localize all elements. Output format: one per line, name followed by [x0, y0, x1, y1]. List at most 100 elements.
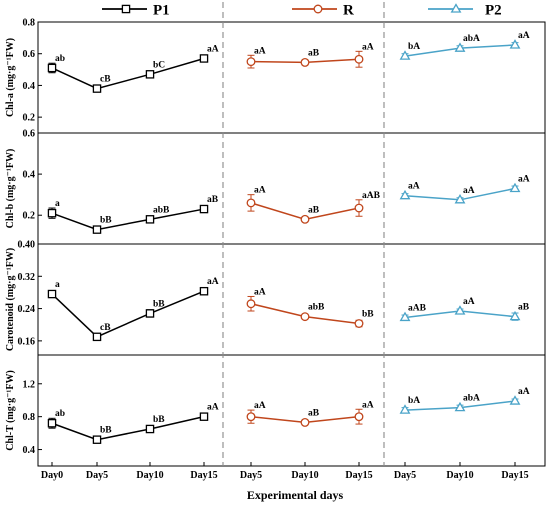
legend-marker-p2 — [450, 3, 462, 13]
data-label: aA — [463, 297, 475, 307]
y-tick-label: 0.4 — [23, 81, 36, 92]
y-tick-label: 0.16 — [18, 336, 36, 347]
y-tick-label: 0.4 — [23, 445, 36, 456]
data-point — [199, 286, 209, 296]
data-label: aA — [207, 44, 219, 54]
y-axis-title: Chl-a (mg·g⁻¹FW) — [5, 38, 16, 117]
y-axis-title: Chl-T (mg·g⁻¹FW) — [5, 370, 16, 451]
group-separators — [222, 2, 385, 466]
data-point — [300, 214, 310, 224]
data-label: bB — [153, 299, 165, 309]
data-label: bA — [408, 42, 420, 52]
y-tick-label: 0.24 — [18, 304, 36, 315]
x-tick-label: Day5 — [240, 470, 262, 481]
data-label: aA — [362, 42, 374, 52]
x-tick-label: Day5 — [394, 470, 416, 481]
data-label: cB — [100, 75, 111, 85]
data-point — [399, 50, 411, 60]
y-tick-label: 1.2 — [23, 379, 36, 390]
data-point — [246, 412, 256, 422]
y-tick-label: 0.2 — [23, 113, 36, 124]
legend-marker-r — [313, 4, 323, 14]
data-point — [199, 204, 209, 214]
data-point — [454, 401, 466, 412]
data-label: aA — [254, 46, 266, 56]
data-point — [145, 70, 155, 79]
y-tick-label: 0.8 — [23, 18, 36, 29]
series-line — [51, 57, 205, 90]
series-p2: bA abA aA — [399, 31, 530, 60]
x-tick-label: Day5 — [86, 470, 108, 481]
data-point — [454, 193, 466, 204]
data-point — [47, 63, 57, 73]
data-point — [300, 417, 310, 427]
data-point — [199, 412, 209, 421]
data-point — [399, 404, 411, 414]
y-tick-label: 0.2 — [23, 211, 36, 222]
series-r: aA aB aA — [246, 42, 374, 69]
series-r: aA abB bB — [246, 287, 374, 328]
panel-frame — [37, 354, 546, 467]
data-point — [145, 215, 155, 224]
data-label: aA — [518, 31, 530, 41]
data-label: ab — [55, 54, 65, 64]
series-p2: bA abA aA — [399, 387, 530, 414]
data-label: aA — [518, 175, 530, 185]
data-point — [92, 84, 102, 93]
data-label: aA — [207, 403, 219, 413]
x-axis-title: Experimental days — [247, 488, 344, 502]
data-label: aA — [518, 387, 530, 397]
data-label: abA — [463, 34, 480, 44]
data-point — [509, 182, 521, 193]
data-label: ab — [55, 409, 65, 419]
series-p2: aAB aA aB — [399, 297, 530, 322]
legend-marker-p1 — [121, 4, 131, 14]
data-label: bB — [362, 310, 374, 320]
y-tick-label: 0.40 — [18, 240, 36, 251]
data-point — [300, 312, 310, 322]
legend-label-r: R — [343, 3, 354, 19]
x-tick-label: Day10 — [136, 470, 163, 481]
data-label: bC — [153, 60, 165, 70]
data-label: abB — [153, 205, 170, 215]
x-tick-label: Day10 — [446, 470, 473, 481]
data-label: abB — [308, 303, 325, 313]
data-point — [47, 208, 57, 218]
data-label: aA — [207, 277, 219, 287]
x-axis: Day0 Day5 Day10 Day15 Day5 Day10 Day15 Day5 Day1… — [41, 462, 529, 481]
data-point — [145, 424, 155, 434]
data-point — [354, 319, 364, 328]
data-label: aB — [308, 48, 320, 58]
data-label: cB — [100, 323, 111, 333]
data-label: aB — [518, 303, 530, 313]
series-line — [51, 415, 205, 441]
series-p1: ab cB bC aA — [47, 44, 219, 93]
y-axis-title: Chl-b (mg·g⁻¹FW) — [5, 149, 16, 229]
legend: P1 R P2 — [102, 3, 502, 19]
data-label: aA — [254, 401, 266, 411]
data-label: aB — [207, 195, 219, 205]
data-label: a — [55, 280, 60, 290]
series-p1: a cB bB aA — [47, 277, 219, 342]
data-point — [399, 311, 411, 322]
y-tick-label: 0.6 — [23, 129, 36, 140]
data-label: aA — [254, 186, 266, 196]
y-axis-title: Carotenoid (mg·g⁻¹FW) — [5, 248, 16, 351]
chart-panels: 0.2 0.4 0.6 0.8 Chl-a (mg·g⁻¹FW) ab cB bC aA aA aB… — [5, 18, 546, 467]
data-point — [509, 310, 521, 321]
data-point — [300, 57, 310, 67]
data-point — [246, 57, 256, 67]
data-label: aA — [408, 182, 420, 192]
data-label: aA — [362, 400, 374, 410]
data-point — [92, 435, 102, 444]
y-tick-label: 0.6 — [23, 49, 36, 60]
data-point — [399, 189, 411, 200]
series-r: aA aB aA — [246, 400, 374, 427]
data-point — [92, 225, 102, 234]
data-label: aB — [308, 408, 320, 418]
y-tick-label: 0.8 — [23, 412, 36, 423]
